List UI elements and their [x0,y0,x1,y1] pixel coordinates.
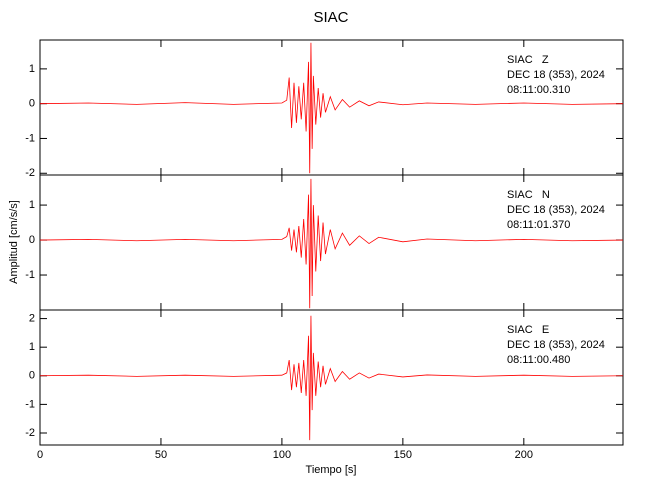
y-tick-label: 2 [29,312,35,324]
annotation: 08:11:01.370 [507,219,570,231]
waveform [39,178,624,309]
x-tick-label: 200 [515,449,533,461]
y-tick-label: -2 [25,167,35,179]
annotation: SIAC Z [507,54,549,66]
x-axis-label: Tiempo [s] [306,464,357,476]
y-tick-label: -1 [25,398,35,410]
x-tick-label: 100 [273,449,291,461]
x-tick-label: 150 [394,449,412,461]
chart-title: SIAC [313,9,348,26]
y-tick-label: -1 [25,132,35,144]
annotation: SIAC N [507,189,550,201]
annotation: DEC 18 (353), 2024 [507,339,605,351]
annotation: 08:11:00.480 [507,354,570,366]
x-tick-label: 50 [155,449,167,461]
y-tick-label: 1 [29,341,35,353]
annotation: SIAC E [507,324,549,336]
y-tick-label: -1 [25,269,35,281]
y-tick-label: 0 [29,370,35,382]
y-tick-label: 1 [29,199,35,211]
annotation: DEC 18 (353), 2024 [507,204,605,216]
y-tick-label: 0 [29,234,35,246]
y-tick-label: 0 [29,98,35,110]
y-tick-label: -2 [25,427,35,439]
y-axis-label: Amplitud [cm/s/s] [8,200,20,284]
y-tick-label: 1 [29,63,35,75]
waveform [39,42,624,174]
annotation: DEC 18 (353), 2024 [507,69,605,81]
waveform [39,315,624,441]
annotation: 08:11:00.310 [507,84,570,96]
panel-frame [39,309,624,446]
x-tick-label: 0 [37,449,43,461]
